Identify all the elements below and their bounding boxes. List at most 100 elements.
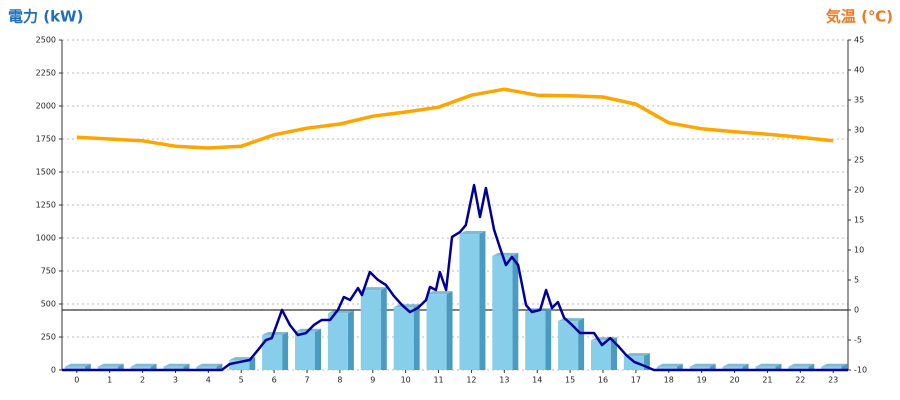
bar [525, 311, 546, 370]
x-tick-label: 13 [499, 376, 509, 385]
bar [64, 366, 85, 370]
y2-tick-label: 20 [854, 186, 864, 195]
bar-side [84, 363, 91, 370]
x-tick-label: 11 [433, 376, 443, 385]
bar [590, 340, 611, 370]
x-tick-label: 3 [173, 376, 178, 385]
y2-tick-label: 0 [854, 306, 859, 315]
power-line [62, 183, 848, 372]
x-tick-label: 19 [697, 376, 707, 385]
bar-side [742, 363, 749, 370]
bar [426, 294, 447, 370]
x-tick-label: 4 [206, 376, 211, 385]
y-tick-label: 1500 [36, 168, 56, 177]
x-tick-label: 22 [795, 376, 805, 385]
x-tick-label: 23 [828, 376, 838, 385]
y-tick-label: 1750 [36, 135, 56, 144]
y2-tick-label: 5 [854, 276, 859, 285]
x-tick-label: 1 [107, 376, 112, 385]
bar-top [97, 363, 124, 367]
bar-side [413, 304, 420, 370]
bar-side [775, 363, 782, 370]
bar [722, 366, 743, 370]
bar-top [360, 287, 387, 291]
bar-side [709, 363, 716, 370]
x-tick-label: 15 [565, 376, 575, 385]
bar-side [808, 363, 815, 370]
bar-top [755, 363, 782, 367]
bar-top [163, 363, 190, 367]
bar-side [676, 363, 683, 370]
bar-side [315, 328, 322, 370]
x-tick-label: 10 [401, 376, 411, 385]
x-tick-label: 14 [532, 376, 542, 385]
bar-side [347, 310, 354, 370]
bar-top [492, 252, 519, 256]
y-tick-label: 2500 [36, 36, 56, 45]
bar-top [821, 363, 848, 367]
bar-top [64, 363, 91, 367]
bar [360, 290, 381, 370]
y2-tick-label: 15 [854, 216, 864, 225]
bar [327, 313, 348, 370]
x-tick-label: 0 [74, 376, 79, 385]
y-tick-label: 1000 [36, 234, 56, 243]
bar [821, 366, 842, 370]
bar-top [623, 353, 650, 357]
bar-top [196, 363, 223, 367]
x-tick-label: 2 [140, 376, 145, 385]
y2-tick-label: 10 [854, 246, 864, 255]
bar-top [130, 363, 157, 367]
y-tick-label: 0 [51, 366, 56, 375]
y-tick-label: 500 [41, 300, 56, 309]
bar [755, 366, 776, 370]
x-tick-label: 12 [466, 376, 476, 385]
bar-side [282, 332, 289, 370]
x-tick-label: 16 [598, 376, 608, 385]
y-tick-label: 250 [41, 333, 56, 342]
bar [558, 321, 579, 370]
bar-side [216, 363, 223, 370]
bar-top [689, 363, 716, 367]
bar-side [446, 291, 453, 370]
x-tick-label: 8 [337, 376, 342, 385]
bar [459, 234, 480, 370]
temp-line [76, 87, 834, 150]
bar-side [512, 252, 519, 370]
y-tick-label: 2250 [36, 69, 56, 78]
y2-tick-label: 30 [854, 126, 864, 135]
bar [656, 366, 677, 370]
bar-side [545, 308, 552, 370]
bar [393, 307, 414, 370]
bar-side [841, 363, 848, 370]
y-tick-label: 2000 [36, 102, 56, 111]
x-tick-label: 17 [631, 376, 641, 385]
x-tick-label: 20 [729, 376, 739, 385]
y2-tick-label: 25 [854, 156, 864, 165]
bar-side [578, 318, 585, 370]
x-tick-label: 21 [762, 376, 772, 385]
y2-tick-label: 45 [854, 36, 864, 45]
bar-side [150, 363, 157, 370]
y2-title: 気温 (℃) [826, 8, 893, 26]
bar-top [656, 363, 683, 367]
bar [788, 366, 809, 370]
bar-top [722, 363, 749, 367]
x-tick-label: 9 [370, 376, 375, 385]
bar [229, 360, 250, 370]
y2-tick-label: -5 [854, 336, 862, 345]
y2-tick-label: -10 [854, 366, 867, 375]
x-tick-label: 6 [272, 376, 277, 385]
bar-side [479, 231, 486, 370]
bar-side [380, 287, 387, 370]
bar [492, 255, 513, 370]
bar [97, 366, 118, 370]
bar-top [393, 304, 420, 308]
x-tick-label: 5 [239, 376, 244, 385]
x-tick-label: 7 [304, 376, 309, 385]
bar-top [262, 332, 289, 336]
y2-tick-label: 35 [854, 96, 864, 105]
bar-top [426, 291, 453, 295]
bar [262, 335, 283, 370]
